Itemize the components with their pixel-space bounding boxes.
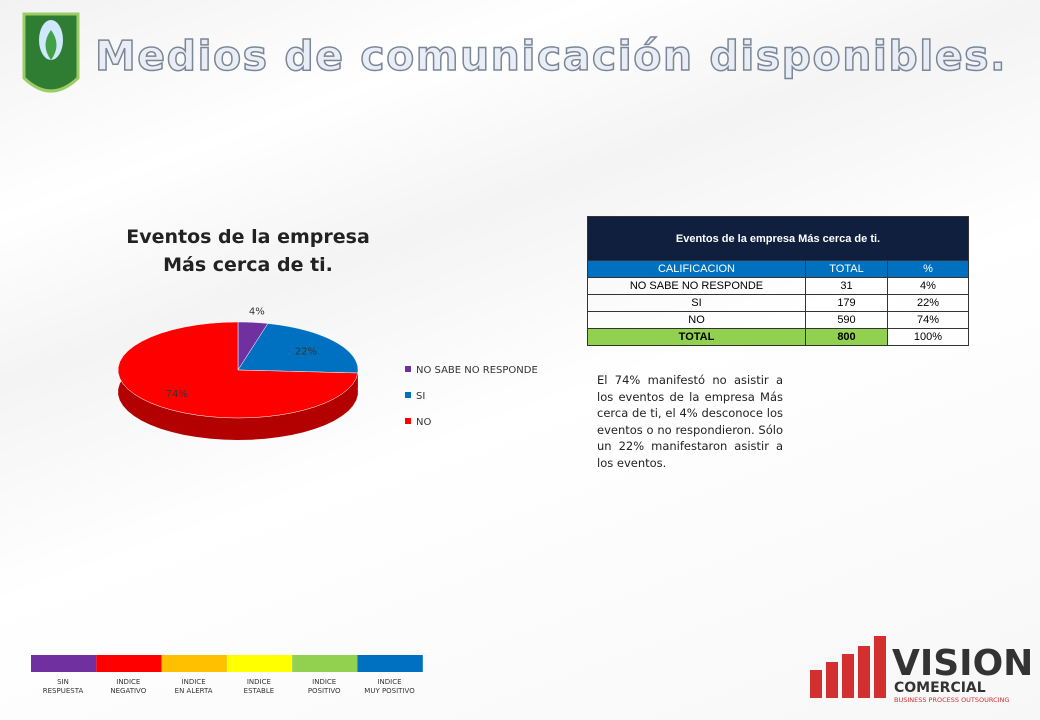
vision-logo: VISION COMERCIAL BUSINESS PROCESS OUTSOU… (810, 636, 1033, 704)
table-header: % (887, 260, 969, 278)
legend-label: NO (416, 417, 431, 428)
table-cell: 800 (805, 328, 888, 346)
table-cell: SI (587, 294, 806, 312)
table-cell: 74% (887, 311, 969, 329)
logo-bar (874, 636, 886, 698)
table-cell: 22% (887, 294, 969, 312)
index-scale: SIN RESPUESTA INDICE NEGATIVO INDICE EN ALERT… (31, 655, 423, 695)
scale-label: INDICE ESTABLE (244, 678, 275, 695)
pie-slice (237, 323, 359, 374)
table-cell: 100% (887, 328, 969, 346)
chart-title: Eventos de la empresa (126, 226, 370, 248)
logo-bar (826, 662, 838, 698)
scale-color (31, 655, 97, 672)
table-cell: TOTAL (587, 328, 806, 346)
note: El 74% manifestó no asistir a los evento… (597, 373, 783, 470)
table-cell: 31 (805, 277, 888, 295)
scale-label: SIN RESPUESTA (43, 678, 84, 695)
data-label: 4% (249, 306, 265, 317)
scale-color (96, 655, 162, 672)
scale-label: INDICE EN ALERTA (175, 678, 213, 695)
pie: 4% NO SABE NO RESPONDE 22% SI 74% NO (117, 306, 538, 440)
table-cell: 179 (805, 294, 888, 312)
scale-label: INDICE POSITIVO (308, 678, 341, 695)
scale-color (226, 655, 293, 672)
scale-color (292, 655, 358, 672)
logo-bar (858, 646, 870, 698)
slide-title: Medios de comunicación disponibles. (95, 32, 1007, 80)
data-label: 74% (166, 389, 188, 400)
scale-color (357, 655, 423, 672)
logo-name: VISION (892, 643, 1033, 684)
chart-title: Más cerca de ti. (163, 254, 333, 276)
logo-bar (810, 670, 822, 698)
table-header: TOTAL (805, 260, 888, 278)
table-header: CALIFICACION (587, 260, 806, 278)
pie-slice (117, 321, 359, 419)
data-table: Eventos de la empresa Más cerca de ti. C… (587, 216, 969, 346)
legend-swatch (405, 392, 411, 398)
data-label: 22% (295, 346, 317, 357)
scale-color (161, 655, 227, 672)
table-title: Eventos de la empresa Más cerca de ti. (587, 216, 969, 261)
logo-leaf (45, 30, 57, 60)
scale-label: INDICE NEGATIVO (110, 678, 146, 695)
table-cell: 4% (887, 277, 969, 295)
table-cell: NO (587, 311, 806, 329)
logo-tagline: BUSINESS PROCESS OUTSOURCING (894, 696, 1009, 704)
scale-label: INDICE MUY POSITIVO (364, 678, 415, 695)
legend-label: NO SABE NO RESPONDE (416, 365, 538, 376)
logo-line2: COMERCIAL (894, 680, 986, 696)
logo-bar (842, 654, 854, 698)
legend-label: SI (416, 391, 425, 402)
table-cell: NO SABE NO RESPONDE (587, 277, 806, 295)
legend-swatch (405, 366, 411, 372)
table-cell: 590 (805, 311, 888, 329)
legend-swatch (405, 418, 411, 424)
